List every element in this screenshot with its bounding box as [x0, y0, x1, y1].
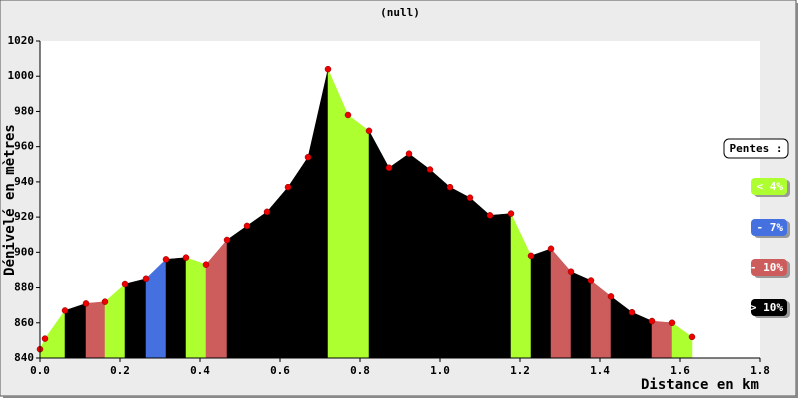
legend-label: < 4% [757, 180, 784, 193]
elevation-point [405, 150, 413, 157]
slope-segment [570, 271, 592, 359]
slope-segment [64, 303, 87, 359]
y-tick-label: 860 [14, 316, 34, 329]
elevation-point [365, 127, 373, 135]
x-tick-label: 1.2 [510, 364, 530, 377]
x-tick-label: 0.2 [110, 364, 130, 377]
elevation-point [688, 333, 696, 341]
elevation-point [486, 212, 494, 219]
slope-segment [530, 248, 552, 359]
slope-segment [347, 114, 370, 359]
slope-segment [489, 213, 512, 359]
slope-segment [429, 169, 451, 359]
slope-segment [85, 301, 106, 359]
slope-segment [327, 69, 349, 359]
elevation-point [324, 65, 332, 73]
slope-segment [449, 186, 471, 359]
legend-swatch [751, 259, 787, 276]
elevation-point [304, 153, 312, 161]
y-tick-label: 1020 [8, 34, 35, 47]
y-tick-label: 900 [14, 245, 34, 258]
slope-segment [408, 153, 431, 359]
y-tick-label: 940 [14, 175, 34, 188]
elevation-point [567, 268, 575, 275]
elevation-point [527, 252, 535, 260]
elevation-point [142, 275, 150, 282]
legend-swatch [751, 178, 787, 195]
y-tick-label: 1000 [8, 69, 35, 82]
y-tick-label: 840 [14, 351, 34, 364]
x-tick-label: 0.4 [190, 364, 210, 377]
x-tick-label: 1.6 [670, 364, 690, 377]
elevation-point [223, 236, 231, 244]
elevation-point [648, 317, 656, 325]
elevation-point [263, 208, 271, 216]
x-tick-label: 1.8 [750, 364, 770, 377]
slope-segment [651, 320, 673, 359]
elevation-point [61, 307, 69, 314]
elevation-point [466, 194, 474, 201]
slope-segment [124, 278, 147, 359]
x-tick-label: 1.0 [430, 364, 450, 377]
elevation-point [41, 335, 49, 342]
slope-segment [388, 153, 410, 359]
elevation-point [284, 183, 292, 191]
legend-swatch [751, 299, 787, 316]
x-tick-label: 1.4 [590, 364, 610, 377]
x-axis-title: Distance en km [641, 377, 759, 393]
elevation-point [162, 256, 170, 263]
slope-segment [226, 225, 248, 359]
legend-title: Pentes : [730, 142, 783, 155]
plot [36, 65, 696, 359]
legend-label: 4 - 7% [743, 221, 783, 234]
elevation-point [547, 245, 555, 253]
slope-segment [469, 197, 491, 359]
legend-label: 7 - 10% [737, 261, 784, 274]
elevation-point [507, 210, 515, 217]
x-tick-label: 0.6 [270, 364, 290, 377]
y-tick-label: 920 [14, 210, 34, 223]
elevation-point [426, 166, 434, 173]
y-tick-label: 880 [14, 281, 34, 294]
x-tick-label: 0.8 [350, 364, 370, 377]
legend: < 4% 4 - 7% 7 - 10% > 10% [737, 178, 790, 318]
slope-segment [368, 130, 390, 359]
elevation-point [101, 298, 109, 305]
slope-segment [246, 211, 268, 359]
elevation-point [202, 261, 210, 268]
chart-title: (null) [380, 6, 420, 19]
y-axis-title: Dénivelé en mètres [2, 124, 18, 276]
elevation-point [385, 164, 393, 172]
slope-segment [165, 257, 187, 359]
elevation-point [446, 183, 454, 191]
elevation-point [607, 293, 615, 300]
elevation-point [344, 111, 352, 119]
elevation-point [82, 300, 90, 307]
elevation-point [587, 277, 595, 284]
legend-swatch [751, 219, 787, 236]
slope-segment [266, 186, 289, 359]
y-tick-label: 960 [14, 140, 34, 153]
legend-title-box [723, 138, 789, 159]
elevation-point [668, 319, 676, 327]
x-tick-label: 0.0 [30, 364, 50, 377]
legend-label: > 10% [750, 301, 783, 314]
elevation-point [628, 308, 636, 316]
y-tick-label: 980 [14, 104, 34, 117]
elevation-point [182, 254, 190, 261]
elevation-point [243, 222, 251, 230]
slope-segment [185, 257, 207, 359]
elevation-point [121, 280, 129, 288]
